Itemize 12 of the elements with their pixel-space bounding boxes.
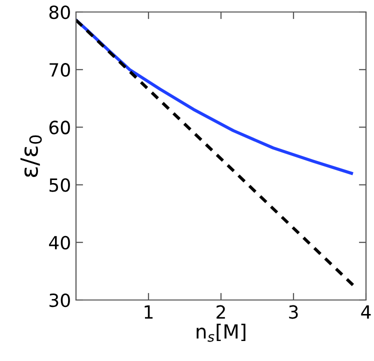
y-tick-label: 30 <box>50 293 70 308</box>
y-tick-label: 70 <box>50 63 70 77</box>
x-tick-label: 4 <box>361 305 371 319</box>
x-axis-title: n$_{s}$[M] <box>196 324 246 342</box>
y-tick-label: 40 <box>49 236 70 250</box>
x-tick-label: 1 <box>144 305 153 319</box>
y-axis-title: ε/ε$_{0}$ <box>20 135 42 178</box>
y-tick-label: 50 <box>50 178 70 192</box>
y-tick-label: 80 <box>49 5 70 20</box>
x-tick-label: 3 <box>289 305 298 319</box>
x-tick-label: 2 <box>216 305 225 319</box>
y-tick-label: 60 <box>49 120 70 134</box>
